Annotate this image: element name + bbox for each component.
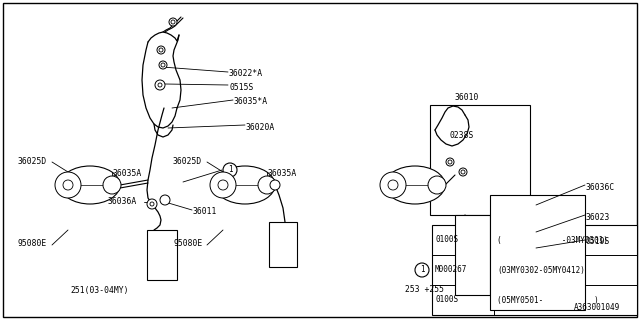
Text: 36020A: 36020A [246, 123, 275, 132]
Text: 95080E: 95080E [18, 238, 47, 247]
Circle shape [461, 170, 465, 174]
Text: 0100S: 0100S [435, 295, 458, 305]
Text: 251(03-04MY): 251(03-04MY) [70, 285, 129, 294]
Text: 36035A: 36035A [268, 169, 297, 178]
Circle shape [150, 202, 154, 206]
Circle shape [428, 176, 446, 194]
Text: 36036C: 36036C [586, 182, 615, 191]
Text: 253 +255: 253 +255 [405, 285, 444, 294]
Circle shape [223, 163, 237, 177]
Bar [432, 225, 637, 315]
Circle shape [388, 180, 398, 190]
Circle shape [210, 172, 236, 198]
Text: (03MY0302-05MY0412): (03MY0302-05MY0412) [497, 266, 585, 275]
Circle shape [55, 172, 81, 198]
Circle shape [159, 48, 163, 52]
Text: 36011: 36011 [193, 207, 218, 217]
Bar [455, 215, 490, 295]
Circle shape [169, 18, 177, 26]
Circle shape [160, 195, 170, 205]
Circle shape [161, 63, 165, 67]
Text: 36022*A: 36022*A [229, 69, 263, 78]
Bar [147, 230, 177, 280]
Text: 1: 1 [420, 266, 424, 275]
Bar [430, 105, 530, 215]
Circle shape [258, 176, 276, 194]
Text: 36035*A: 36035*A [234, 98, 268, 107]
Bar [490, 195, 585, 310]
Circle shape [270, 180, 280, 190]
Bar [269, 222, 297, 267]
Text: 36036A: 36036A [108, 197, 137, 206]
Circle shape [459, 168, 467, 176]
Ellipse shape [385, 166, 445, 204]
Circle shape [448, 160, 452, 164]
Circle shape [218, 180, 228, 190]
Circle shape [171, 20, 175, 24]
Text: M000267: M000267 [435, 266, 467, 275]
Circle shape [159, 61, 167, 69]
Circle shape [147, 199, 157, 209]
Ellipse shape [215, 166, 275, 204]
Circle shape [157, 46, 165, 54]
Text: 0100S: 0100S [435, 236, 458, 244]
Text: 36035A: 36035A [113, 169, 142, 178]
Circle shape [446, 158, 454, 166]
Text: 36010: 36010 [455, 92, 479, 101]
Text: 36023: 36023 [586, 212, 611, 221]
Circle shape [415, 263, 429, 277]
Ellipse shape [60, 166, 120, 204]
Text: 0519S: 0519S [586, 237, 611, 246]
Text: 1: 1 [228, 165, 232, 174]
Text: A363001049: A363001049 [573, 303, 620, 313]
Circle shape [380, 172, 406, 198]
Text: 36025D: 36025D [173, 157, 202, 166]
Text: (             -03MY0301): ( -03MY0301) [497, 236, 608, 244]
Text: 36025D: 36025D [18, 157, 47, 166]
Text: 0238S: 0238S [450, 131, 474, 140]
Circle shape [158, 83, 162, 87]
Circle shape [103, 176, 121, 194]
Circle shape [63, 180, 73, 190]
Text: 0515S: 0515S [229, 83, 253, 92]
Text: 95080E: 95080E [173, 238, 202, 247]
Text: (05MY0501-           ): (05MY0501- ) [497, 295, 599, 305]
Circle shape [155, 80, 165, 90]
